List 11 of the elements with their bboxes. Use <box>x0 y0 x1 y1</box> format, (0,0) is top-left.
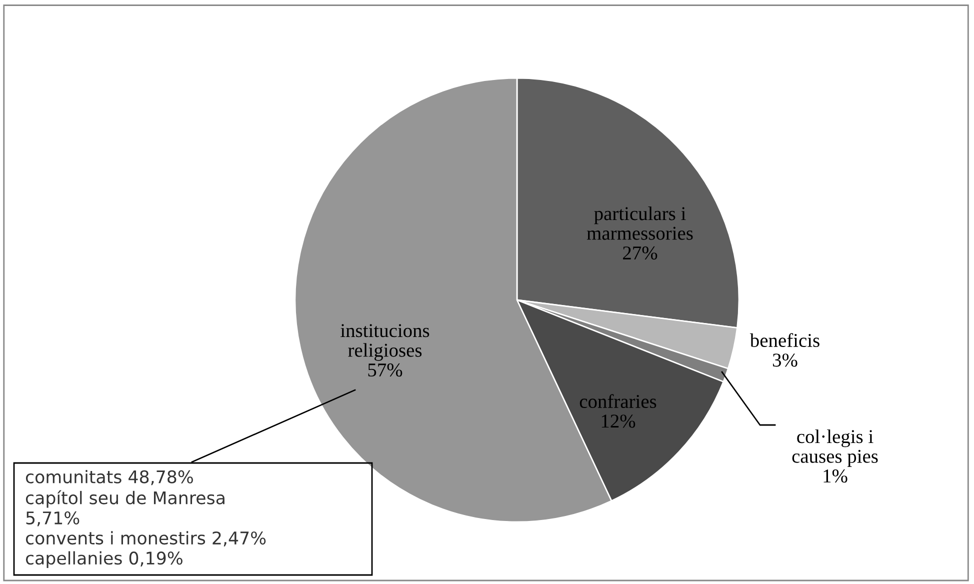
slice-label: confraries <box>580 394 656 408</box>
data-label: 3% <box>772 354 798 367</box>
slice-label: particulars i marmessories <box>586 206 693 240</box>
slice-label: col·legis i causes pies <box>792 430 878 467</box>
data-label: 27% <box>623 246 658 260</box>
slice-label: institucions religioses <box>340 324 430 361</box>
data-label: 57% <box>368 363 402 377</box>
data-label: 1% <box>824 469 848 483</box>
slice-label: beneficis <box>750 333 820 348</box>
data-label: 12% <box>602 414 636 428</box>
text: comunitats 48,78% capítol seu de Manresa 5,71% convents i monestirs 2,47% capellanies 0,19% <box>26 470 266 568</box>
